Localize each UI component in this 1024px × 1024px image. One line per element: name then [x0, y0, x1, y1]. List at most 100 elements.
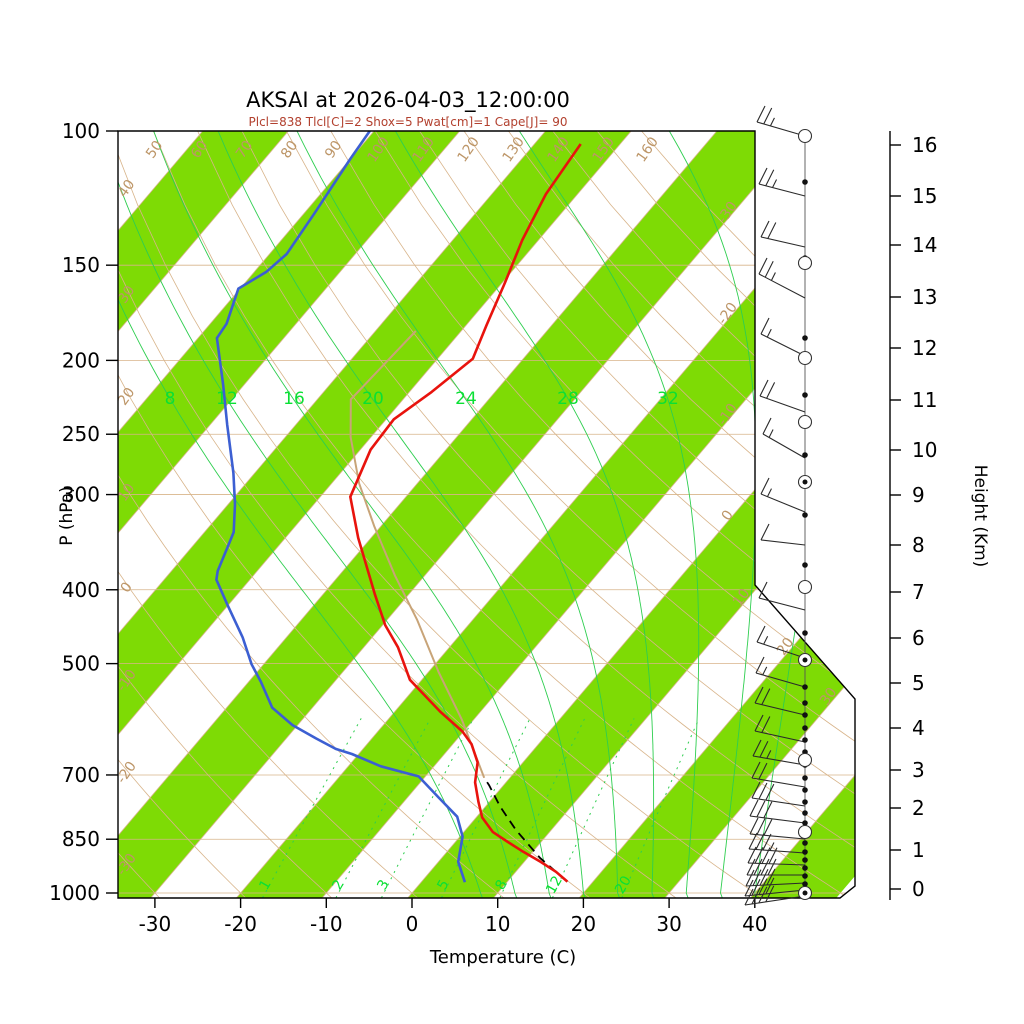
station-circle [797, 128, 813, 144]
dry-adiabat-line [152, 131, 855, 898]
wind-barb [745, 868, 806, 887]
mixing-ratio-label: 2 [329, 877, 347, 893]
isotherm-line [0, 131, 31, 898]
dry-adiabat-label-top: 80 [278, 138, 301, 162]
height-tick-label: 9 [912, 483, 925, 507]
wind-barb [746, 858, 805, 876]
chart-subtitle: Plcl=838 Tlcl[C]=2 Shox=5 Pwat[cm]=1 Cap… [248, 115, 568, 129]
station-dot [802, 873, 808, 879]
moist-adiabat-label: 16 [283, 389, 305, 409]
station-dot [802, 684, 808, 690]
dewpoint-curve [215, 130, 467, 883]
station-dot [802, 392, 808, 398]
station-dot [802, 700, 808, 706]
moist-adiabat-line [754, 131, 831, 898]
station-dot [802, 725, 808, 731]
station-dot [802, 775, 808, 781]
pressure-tick-label: 700 [62, 763, 100, 787]
wind-barb [751, 761, 806, 788]
height-tick-label: 11 [912, 388, 937, 412]
station-dot [802, 630, 808, 636]
isotherm-line [321, 131, 855, 898]
station-dot [802, 881, 808, 887]
temperature-tick-label: 0 [406, 912, 419, 936]
wind-barb [744, 877, 806, 897]
mixing-ratio-line [499, 718, 586, 898]
temperature-axis-title: Temperature (C) [429, 947, 576, 968]
height-tick-label: 12 [912, 336, 937, 360]
dry-adiabat-line [197, 131, 855, 898]
temperature-tick-label: 10 [485, 912, 510, 936]
isotherm-line [118, 131, 546, 898]
height-tick-label: 2 [912, 796, 925, 820]
height-tick-label: 10 [912, 438, 937, 462]
station-dot [802, 737, 808, 743]
moist-adiabat-line [518, 131, 700, 898]
background-gridlines [0, 131, 855, 898]
isotherm-line [578, 131, 855, 898]
height-tick-label: 6 [912, 626, 925, 650]
station-circle-inner-dot [802, 657, 808, 663]
station-dot [802, 820, 808, 826]
mixing-ratio-line [621, 718, 700, 898]
wind-barb [751, 781, 806, 807]
height-tick-label: 13 [912, 285, 937, 309]
wind-barb [756, 625, 806, 659]
temperature-tick-label: -20 [224, 912, 257, 936]
mixing-ratio-label: 12 [543, 873, 566, 896]
station-dot [802, 512, 808, 518]
height-tick-label: 7 [912, 580, 925, 604]
wind-barb [760, 523, 806, 546]
station-dot [802, 452, 808, 458]
wind-barb [758, 581, 806, 611]
temperature-tick-label: -30 [139, 912, 172, 936]
station-dot [802, 799, 808, 805]
isotherm-stripes [118, 131, 855, 898]
wind-barb [756, 105, 806, 137]
wind-barb [759, 379, 806, 413]
mixing-ratio-line [551, 718, 635, 898]
dry-adiabat-line [118, 131, 171, 898]
temperature-curve [349, 143, 582, 883]
height-tick-label: 5 [912, 671, 925, 695]
wind-barb [749, 817, 806, 840]
pressure-tick-label: 850 [62, 827, 100, 851]
wind-barb [760, 317, 806, 357]
pressure-tick-label: 250 [62, 422, 100, 446]
wind-barb [754, 714, 806, 743]
wind-barb [749, 799, 806, 824]
moist-adiabats [118, 131, 831, 898]
station-circle [797, 752, 813, 768]
parcel-dry-adiabat-dashed [483, 777, 568, 883]
moist-adiabat-line [217, 131, 586, 898]
chart-title: AKSAI at 2026-04-03_12:00:00 [246, 88, 570, 112]
dry-adiabat-line [118, 131, 519, 898]
temperature-tick-label: 20 [571, 912, 596, 936]
station-dot [802, 857, 808, 863]
dry-adiabat-line [286, 131, 855, 898]
dry-adiabat-label-top: 50 [143, 138, 166, 162]
dry-adiabat-line [463, 131, 855, 898]
pressure-tick-label: 300 [62, 483, 100, 507]
moist-adiabat-label: 8 [165, 389, 176, 409]
station-circle [797, 579, 813, 595]
pressure-tick-label: 200 [62, 348, 100, 372]
height-tick-label: 3 [912, 758, 925, 782]
wind-barb [755, 656, 806, 688]
moist-adiabat-label: 32 [657, 389, 679, 409]
station-circle [797, 255, 813, 271]
height-tick-label: 8 [912, 533, 925, 557]
dry-adiabat-line [118, 131, 345, 898]
moist-adiabat-line [296, 131, 620, 898]
height-tick-label: 1 [912, 838, 925, 862]
isotherm-line [118, 131, 289, 898]
wind-barb-column [744, 105, 813, 906]
dry-adiabat-line [118, 131, 606, 898]
dry-adiabat-line [419, 131, 855, 898]
pressure-tick-label: 150 [62, 253, 100, 277]
moist-adiabat-label: 24 [455, 389, 477, 409]
moist-adiabat-line [118, 131, 518, 898]
station-circle [797, 824, 813, 840]
station-dot [802, 849, 808, 855]
